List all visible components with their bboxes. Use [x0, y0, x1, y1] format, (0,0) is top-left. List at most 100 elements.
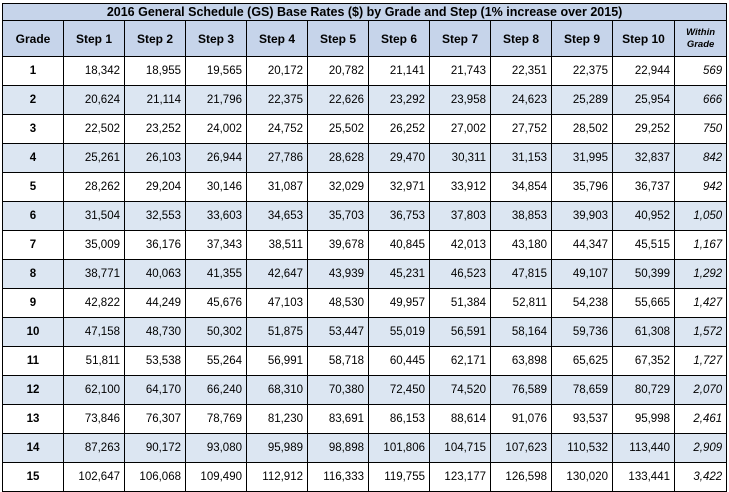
within-grade-cell: 2,461	[673, 404, 728, 434]
within-grade-cell: 1,727	[673, 346, 728, 376]
step-1-cell: 25,261	[63, 143, 125, 173]
step-5-cell: 83,691	[307, 404, 369, 434]
step-4-cell: 20,172	[246, 56, 308, 86]
step-6-cell: 40,845	[368, 230, 430, 260]
step-6-cell: 55,019	[368, 317, 430, 347]
step-9-cell: 25,289	[551, 85, 613, 115]
step-5-cell: 28,628	[307, 143, 369, 173]
header-step-3: Step 3	[185, 20, 247, 57]
step-10-cell: 29,252	[612, 114, 675, 144]
step-4-cell: 34,653	[246, 201, 308, 231]
step-1-cell: 62,100	[63, 375, 125, 405]
header-step-4: Step 4	[246, 20, 308, 57]
step-3-cell: 66,240	[185, 375, 247, 405]
step-5-cell: 70,380	[307, 375, 369, 405]
within-grade-cell: 1,167	[673, 230, 728, 260]
step-9-cell: 59,736	[551, 317, 613, 347]
within-grade-cell: 842	[673, 143, 728, 173]
step-1-cell: 87,263	[63, 433, 125, 463]
step-2-cell: 23,252	[124, 114, 186, 144]
step-5-cell: 116,333	[307, 462, 369, 492]
step-6-cell: 23,292	[368, 85, 430, 115]
table-row: 6 31,504 32,553 33,603 34,653 35,703 36,753 37,…	[2, 201, 728, 231]
gs-rates-table: 2016 General Schedule (GS) Base Rates ($…	[1, 3, 728, 492]
step-8-cell: 24,623	[490, 85, 552, 115]
step-4-cell: 51,875	[246, 317, 308, 347]
step-9-cell: 35,796	[551, 172, 613, 202]
step-7-cell: 88,614	[429, 404, 491, 434]
grade-cell: 10	[2, 317, 64, 347]
step-4-cell: 47,103	[246, 288, 308, 318]
step-7-cell: 62,171	[429, 346, 491, 376]
step-8-cell: 31,153	[490, 143, 552, 173]
header-grade: Grade	[2, 20, 64, 57]
step-6-cell: 36,753	[368, 201, 430, 231]
step-4-cell: 112,912	[246, 462, 308, 492]
column-header-row: Grade Step 1 Step 2 Step 3 Step 4 Step 5 Step …	[2, 20, 728, 57]
step-7-cell: 23,958	[429, 85, 491, 115]
step-10-cell: 113,440	[612, 433, 675, 463]
step-9-cell: 93,537	[551, 404, 613, 434]
step-4-cell: 24,752	[246, 114, 308, 144]
step-1-cell: 73,846	[63, 404, 125, 434]
step-4-cell: 68,310	[246, 375, 308, 405]
within-grade-cell: 2,909	[673, 433, 728, 463]
grade-cell: 14	[2, 433, 64, 463]
step-2-cell: 21,114	[124, 85, 186, 115]
grade-cell: 3	[2, 114, 64, 144]
step-2-cell: 53,538	[124, 346, 186, 376]
step-7-cell: 30,311	[429, 143, 491, 173]
step-8-cell: 58,164	[490, 317, 552, 347]
step-8-cell: 47,815	[490, 259, 552, 289]
table-row: 13 73,846 76,307 78,769 81,230 83,691 86,153 88…	[2, 404, 728, 434]
step-6-cell: 26,252	[368, 114, 430, 144]
step-3-cell: 33,603	[185, 201, 247, 231]
step-2-cell: 106,068	[124, 462, 186, 492]
step-1-cell: 102,647	[63, 462, 125, 492]
grade-cell: 11	[2, 346, 64, 376]
grade-cell: 12	[2, 375, 64, 405]
step-10-cell: 133,441	[612, 462, 675, 492]
step-8-cell: 27,752	[490, 114, 552, 144]
step-3-cell: 24,002	[185, 114, 247, 144]
step-1-cell: 47,158	[63, 317, 125, 347]
step-1-cell: 28,262	[63, 172, 125, 202]
step-9-cell: 130,020	[551, 462, 613, 492]
header-step-7: Step 7	[429, 20, 491, 57]
step-9-cell: 49,107	[551, 259, 613, 289]
step-3-cell: 78,769	[185, 404, 247, 434]
step-2-cell: 64,170	[124, 375, 186, 405]
step-1-cell: 22,502	[63, 114, 125, 144]
gs-rates-table-container: 2016 General Schedule (GS) Base Rates ($…	[1, 3, 728, 492]
step-3-cell: 93,080	[185, 433, 247, 463]
step-7-cell: 51,384	[429, 288, 491, 318]
step-8-cell: 91,076	[490, 404, 552, 434]
grade-cell: 4	[2, 143, 64, 173]
step-10-cell: 67,352	[612, 346, 675, 376]
step-3-cell: 26,944	[185, 143, 247, 173]
step-1-cell: 38,771	[63, 259, 125, 289]
step-2-cell: 32,553	[124, 201, 186, 231]
step-8-cell: 76,589	[490, 375, 552, 405]
step-2-cell: 29,204	[124, 172, 186, 202]
step-9-cell: 110,532	[551, 433, 613, 463]
step-3-cell: 21,796	[185, 85, 247, 115]
within-grade-cell: 1,572	[673, 317, 728, 347]
header-step-6: Step 6	[368, 20, 430, 57]
step-8-cell: 38,853	[490, 201, 552, 231]
within-grade-cell: 569	[673, 56, 728, 86]
step-10-cell: 40,952	[612, 201, 675, 231]
step-4-cell: 31,087	[246, 172, 308, 202]
step-4-cell: 95,989	[246, 433, 308, 463]
step-3-cell: 41,355	[185, 259, 247, 289]
step-4-cell: 22,375	[246, 85, 308, 115]
table-title: 2016 General Schedule (GS) Base Rates ($…	[1, 3, 728, 21]
step-7-cell: 104,715	[429, 433, 491, 463]
within-grade-cell: 1,050	[673, 201, 728, 231]
step-6-cell: 86,153	[368, 404, 430, 434]
within-grade-cell: 1,292	[673, 259, 728, 289]
grade-cell: 13	[2, 404, 64, 434]
within-grade-cell: 1,427	[673, 288, 728, 318]
step-1-cell: 51,811	[63, 346, 125, 376]
table-row: 9 42,822 44,249 45,676 47,103 48,530 49,957 51,…	[2, 288, 728, 318]
